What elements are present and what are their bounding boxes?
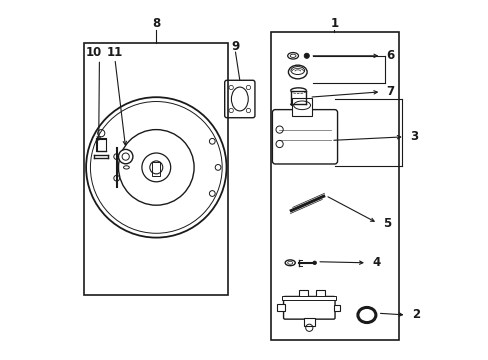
FancyBboxPatch shape <box>272 110 337 164</box>
Text: 2: 2 <box>411 309 419 321</box>
Text: 5: 5 <box>382 217 390 230</box>
Text: 10: 10 <box>86 46 102 59</box>
Bar <box>298 289 307 299</box>
Circle shape <box>114 175 120 181</box>
Text: 4: 4 <box>371 256 380 269</box>
FancyBboxPatch shape <box>283 297 334 319</box>
Circle shape <box>215 165 221 170</box>
Ellipse shape <box>288 65 306 79</box>
Bar <box>315 289 324 299</box>
Bar <box>292 98 311 116</box>
Circle shape <box>114 154 120 159</box>
Text: 3: 3 <box>409 130 417 143</box>
Text: 11: 11 <box>106 46 123 59</box>
Circle shape <box>118 149 133 164</box>
Text: 6: 6 <box>386 49 394 62</box>
Text: 1: 1 <box>330 17 338 30</box>
Text: 8: 8 <box>152 17 160 30</box>
Bar <box>152 162 160 176</box>
Text: 9: 9 <box>231 40 239 53</box>
Bar <box>84 43 228 295</box>
Bar <box>282 296 336 300</box>
Circle shape <box>312 261 316 265</box>
Bar <box>333 305 339 311</box>
Circle shape <box>209 138 215 144</box>
Circle shape <box>209 191 215 197</box>
Bar <box>271 32 399 340</box>
Text: 7: 7 <box>386 85 394 98</box>
Circle shape <box>304 53 309 58</box>
Bar <box>303 318 314 325</box>
Bar <box>277 304 285 311</box>
